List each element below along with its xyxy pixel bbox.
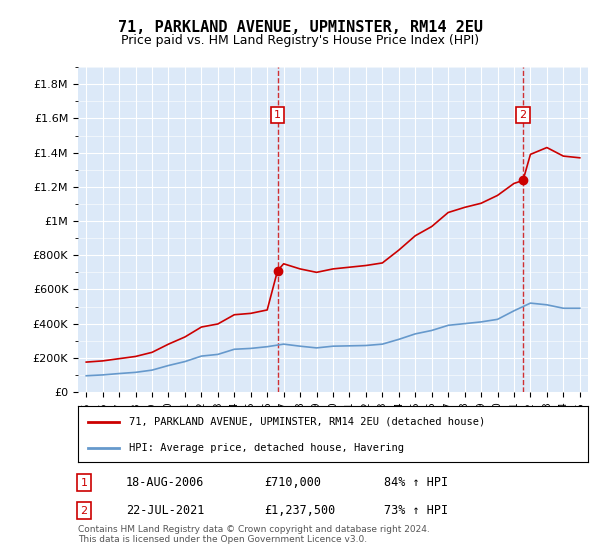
Text: 2: 2 xyxy=(80,506,88,516)
Text: 73% ↑ HPI: 73% ↑ HPI xyxy=(384,504,448,517)
Text: 2: 2 xyxy=(520,110,527,120)
Text: HPI: Average price, detached house, Havering: HPI: Average price, detached house, Have… xyxy=(129,443,404,453)
Text: £710,000: £710,000 xyxy=(264,476,321,489)
Text: 1: 1 xyxy=(274,110,281,120)
Text: 84% ↑ HPI: 84% ↑ HPI xyxy=(384,476,448,489)
Text: Contains HM Land Registry data © Crown copyright and database right 2024.
This d: Contains HM Land Registry data © Crown c… xyxy=(78,525,430,544)
Text: 18-AUG-2006: 18-AUG-2006 xyxy=(126,476,205,489)
Text: £1,237,500: £1,237,500 xyxy=(264,504,335,517)
Text: Price paid vs. HM Land Registry's House Price Index (HPI): Price paid vs. HM Land Registry's House … xyxy=(121,34,479,46)
Text: 71, PARKLAND AVENUE, UPMINSTER, RM14 2EU: 71, PARKLAND AVENUE, UPMINSTER, RM14 2EU xyxy=(118,20,482,35)
Text: 71, PARKLAND AVENUE, UPMINSTER, RM14 2EU (detached house): 71, PARKLAND AVENUE, UPMINSTER, RM14 2EU… xyxy=(129,417,485,427)
Text: 22-JUL-2021: 22-JUL-2021 xyxy=(126,504,205,517)
Text: 1: 1 xyxy=(80,478,88,488)
